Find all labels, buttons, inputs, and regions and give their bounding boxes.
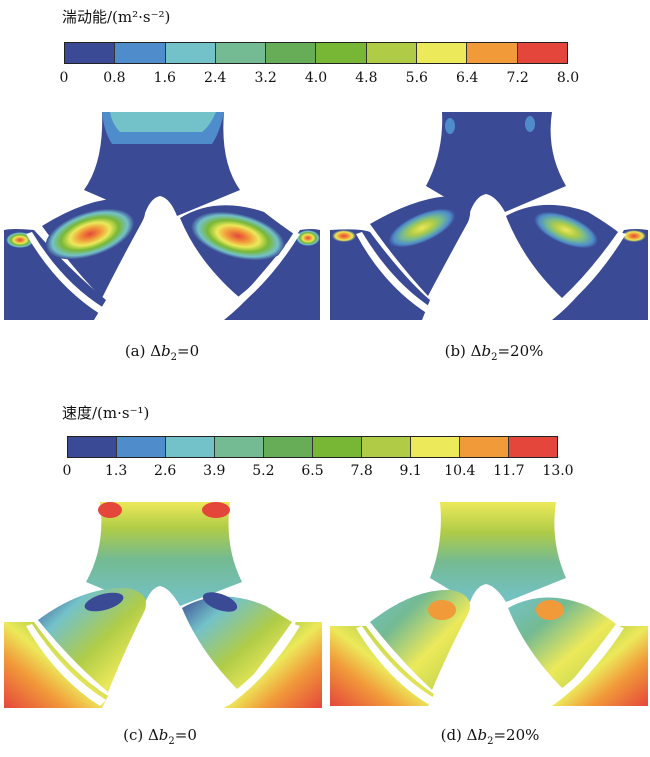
colorbar-tick-label: 2.4 <box>204 70 227 86</box>
velocity-colorbar-title: 速度/(m·s⁻¹) <box>62 404 150 422</box>
colorbar-tick-label: 1.6 <box>153 70 176 86</box>
caption-b-sub: 2 <box>491 352 498 363</box>
colorbar-segment <box>313 437 362 457</box>
caption-b-var: b <box>481 342 492 360</box>
colorbar-segment <box>266 43 317 63</box>
colorbar-tick-label: 6.4 <box>456 70 479 86</box>
colorbar-tick-label: 3.2 <box>254 70 277 86</box>
colorbar-tick-label: 10.4 <box>444 463 476 479</box>
caption-d-suffix: =20% <box>493 726 540 744</box>
caption-a: (a) Δb2=0 <box>125 342 199 363</box>
caption-a-var: b <box>161 342 171 360</box>
colorbar-tick-label: 3.9 <box>203 463 226 479</box>
colorbar-segment <box>362 437 411 457</box>
caption-c: (c) Δb2=0 <box>123 726 197 747</box>
colorbar-segment <box>316 43 367 63</box>
caption-c-var: b <box>158 726 169 744</box>
caption-b: (b) Δb2=20% <box>445 342 544 363</box>
colorbar-tick-label: 1.3 <box>104 463 128 479</box>
caption-b-prefix: (b) Δ <box>444 342 482 360</box>
colorbar-tick-label: 7.2 <box>506 70 529 86</box>
caption-c-suffix: =0 <box>174 726 197 744</box>
panel-a-tke-contour <box>4 112 320 320</box>
colorbar-segment <box>411 437 460 457</box>
panel-c-velocity-contour <box>4 502 322 708</box>
colorbar-tick-label: 4.0 <box>304 70 328 86</box>
colorbar-tick-label: 0 <box>59 70 69 86</box>
tke-colorbar-title: 湍动能/(m²·s⁻²) <box>62 8 171 26</box>
tke-colorbar <box>64 42 568 64</box>
colorbar-segment <box>215 43 267 63</box>
tke-colorbar-ticks: 0 0.8 1.6 2.4 3.2 4.0 4.8 5.6 6.4 7.2 8.0 <box>60 70 580 92</box>
colorbar-segment <box>460 437 509 457</box>
colorbar-tick-label: 0 <box>62 463 72 479</box>
colorbar-segment <box>509 437 557 457</box>
colorbar-tick-label: 8.0 <box>556 70 580 86</box>
colorbar-segment <box>417 43 468 63</box>
caption-d-prefix: (d) Δ <box>440 726 478 744</box>
colorbar-tick-label: 0.8 <box>103 70 126 86</box>
caption-a-prefix: (a) Δ <box>124 342 162 360</box>
colorbar-segment <box>264 437 313 457</box>
panel-b-tke-contour <box>330 112 648 320</box>
caption-a-suffix: =0 <box>177 342 200 360</box>
colorbar-segment <box>165 43 216 63</box>
colorbar-tick-label: 7.8 <box>350 463 373 479</box>
colorbar-tick-label: 11.7 <box>493 463 525 479</box>
colorbar-segment <box>115 43 166 63</box>
panel-d-velocity-contour <box>330 502 648 706</box>
velocity-colorbar <box>67 436 558 458</box>
colorbar-segment <box>517 43 567 63</box>
caption-d-sub: 2 <box>487 736 494 747</box>
caption-d: (d) Δb2=20% <box>441 726 540 747</box>
colorbar-segment <box>68 437 117 457</box>
colorbar-tick-label: 13.0 <box>542 463 574 479</box>
colorbar-tick-label: 2.6 <box>154 463 177 479</box>
colorbar-segment <box>366 43 418 63</box>
colorbar-segment <box>215 437 264 457</box>
colorbar-tick-label: 6.5 <box>301 463 324 479</box>
colorbar-segment <box>166 437 215 457</box>
caption-a-sub: 2 <box>170 352 178 363</box>
caption-c-sub: 2 <box>168 736 175 747</box>
caption-b-suffix: =20% <box>497 342 544 360</box>
velocity-colorbar-ticks: 0 1.3 2.6 3.9 5.2 6.5 7.8 9.1 10.4 11.7 13.0 <box>63 463 574 485</box>
colorbar-tick-label: 5.2 <box>252 463 275 479</box>
caption-d-var: b <box>477 726 488 744</box>
colorbar-segment <box>65 43 116 63</box>
colorbar-tick-label: 9.1 <box>399 463 422 479</box>
colorbar-segment <box>117 437 166 457</box>
caption-c-prefix: (c) Δ <box>123 726 159 744</box>
colorbar-tick-label: 4.8 <box>355 70 378 86</box>
colorbar-tick-label: 5.6 <box>405 70 428 86</box>
colorbar-segment <box>467 43 518 63</box>
